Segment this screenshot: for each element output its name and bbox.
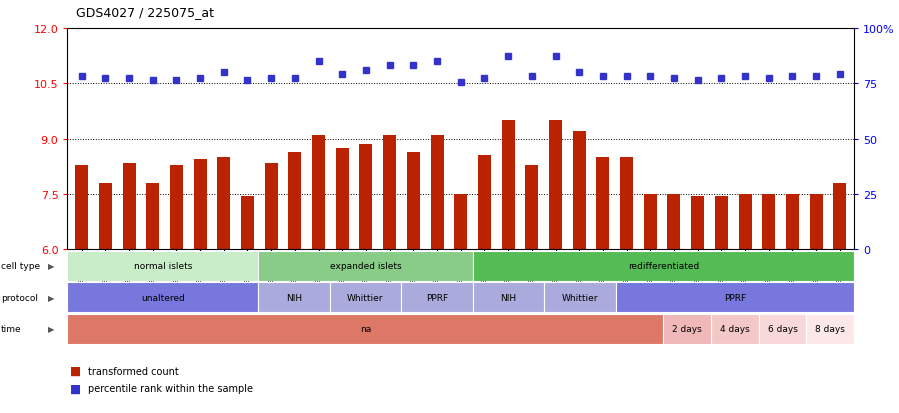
Bar <box>258 251 473 281</box>
Bar <box>667 195 681 250</box>
Bar <box>759 314 806 344</box>
Bar <box>67 282 258 313</box>
Text: 8 days: 8 days <box>815 325 845 333</box>
Bar <box>711 314 759 344</box>
Text: PPRF: PPRF <box>724 293 746 302</box>
Bar <box>312 136 325 250</box>
Bar <box>549 121 562 250</box>
Text: PPRF: PPRF <box>426 293 448 302</box>
Text: ▶: ▶ <box>48 293 54 302</box>
Bar <box>616 282 854 313</box>
Text: unaltered: unaltered <box>141 293 184 302</box>
Text: GDS4027 / 225075_at: GDS4027 / 225075_at <box>76 6 215 19</box>
Text: 4 days: 4 days <box>720 325 750 333</box>
Bar <box>525 165 539 250</box>
Bar <box>218 158 230 250</box>
Bar <box>502 121 514 250</box>
Bar <box>762 195 775 250</box>
Text: 6 days: 6 days <box>768 325 797 333</box>
Text: protocol: protocol <box>1 293 38 302</box>
Bar <box>193 160 207 250</box>
Bar <box>330 282 401 313</box>
Text: Whittier: Whittier <box>562 293 598 302</box>
Text: ▶: ▶ <box>48 325 54 333</box>
Bar <box>67 314 663 344</box>
Bar <box>573 132 586 250</box>
Bar <box>454 195 467 250</box>
Bar <box>407 152 420 250</box>
Text: ■: ■ <box>70 382 81 395</box>
Text: ■: ■ <box>70 364 81 377</box>
Bar <box>620 158 633 250</box>
Bar <box>473 282 544 313</box>
Bar <box>431 136 443 250</box>
Text: 2 days: 2 days <box>672 325 702 333</box>
Bar <box>360 145 372 250</box>
Bar <box>644 195 657 250</box>
Text: na: na <box>360 325 371 333</box>
Bar <box>691 197 704 250</box>
Bar <box>383 136 396 250</box>
Bar <box>715 197 728 250</box>
Bar <box>147 183 159 250</box>
Text: NIH: NIH <box>501 293 516 302</box>
Bar <box>473 251 854 281</box>
Bar <box>739 195 752 250</box>
Text: redifferentiated: redifferentiated <box>628 262 699 271</box>
Bar <box>401 282 473 313</box>
Bar <box>122 163 136 250</box>
Text: time: time <box>1 325 22 333</box>
Bar <box>264 163 278 250</box>
Bar <box>786 195 799 250</box>
Text: normal islets: normal islets <box>134 262 192 271</box>
Bar <box>99 183 111 250</box>
Text: NIH: NIH <box>286 293 302 302</box>
Text: cell type: cell type <box>1 262 40 271</box>
Text: Whittier: Whittier <box>347 293 384 302</box>
Bar <box>241 197 254 250</box>
Text: percentile rank within the sample: percentile rank within the sample <box>88 383 254 393</box>
Bar <box>258 282 330 313</box>
Text: expanded islets: expanded islets <box>330 262 401 271</box>
Bar <box>335 149 349 250</box>
Bar <box>478 156 491 250</box>
Bar <box>544 282 616 313</box>
Bar <box>833 183 846 250</box>
Bar <box>810 195 823 250</box>
Bar <box>663 314 711 344</box>
Bar <box>76 165 88 250</box>
Text: transformed count: transformed count <box>88 366 179 376</box>
Bar <box>67 251 258 281</box>
Bar <box>170 165 182 250</box>
Bar <box>289 152 301 250</box>
Bar <box>596 158 610 250</box>
Text: ▶: ▶ <box>48 262 54 271</box>
Bar <box>806 314 854 344</box>
